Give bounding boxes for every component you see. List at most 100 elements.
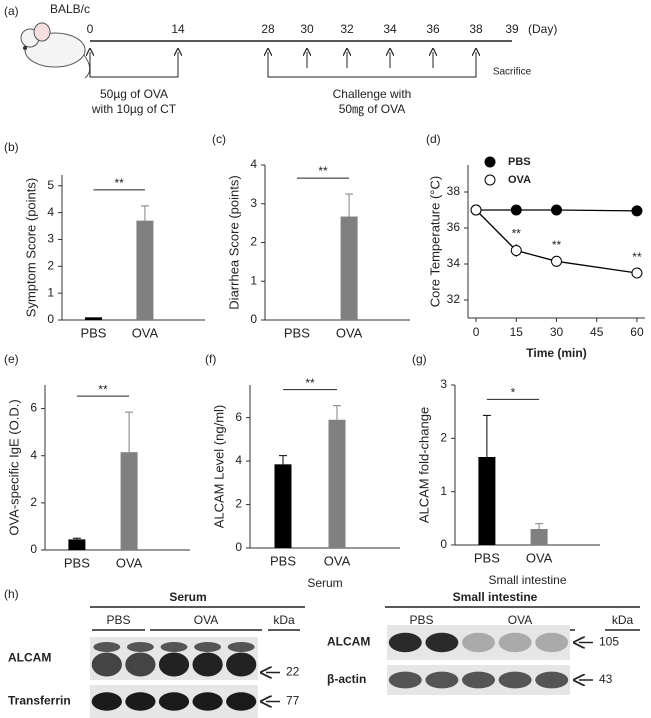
x-tick-label: 60 [630, 325, 644, 339]
y-tick-label: 34 [447, 256, 461, 270]
x-tick-label: 0 [473, 325, 480, 339]
row-label: ALCAM [8, 651, 51, 665]
y-tick-label: 0 [47, 312, 54, 326]
x-tick-label: PBS [80, 325, 106, 340]
bar [328, 419, 346, 548]
x-axis-label: Serum [307, 576, 342, 590]
unit-label: kDa [273, 613, 295, 627]
band [192, 692, 223, 711]
blot-title: Serum [169, 590, 206, 604]
band [226, 692, 257, 711]
challenge: 50㎎ of OVA [339, 102, 405, 116]
band [498, 632, 532, 653]
band [192, 652, 223, 677]
panel-label: (a) [4, 4, 19, 18]
mouse-icon [20, 22, 91, 79]
y-tick-label: 4 [47, 205, 54, 219]
point [510, 245, 522, 256]
significance: ** [632, 250, 642, 264]
day-label: 34 [383, 22, 397, 36]
band [498, 671, 532, 689]
y-axis-label: Diarrhea Score (points) [226, 175, 241, 309]
significance: ** [512, 226, 522, 240]
y-tick-label: 3 [440, 377, 447, 391]
y-tick-label: 0 [440, 537, 447, 551]
point [551, 255, 562, 267]
y-tick-label: 6 [30, 401, 37, 415]
bar [136, 220, 154, 320]
significance: ** [552, 238, 562, 252]
day-label: 32 [340, 22, 354, 36]
panel-label: (g) [412, 352, 427, 366]
day-unit: (Day) [528, 22, 557, 36]
band [425, 671, 459, 689]
significance: * [511, 386, 516, 400]
y-axis-label: ALCAM Level (ng/ml) [211, 405, 226, 529]
panel-label: (d) [426, 132, 441, 146]
day-label: 38 [469, 22, 483, 36]
day-label: 36 [426, 22, 440, 36]
bar [530, 529, 548, 545]
band [535, 671, 569, 689]
strain: BALB/c [50, 2, 90, 16]
y-tick-label: 2 [440, 431, 447, 445]
x-tick-label: OVA [132, 325, 159, 340]
row-label: Transferrin [8, 694, 71, 708]
band [125, 652, 156, 677]
y-tick-label: 1 [47, 285, 54, 299]
row-label: β-actin [327, 672, 366, 686]
y-tick-label: 4 [235, 453, 242, 467]
x-tick-label: OVA [324, 553, 351, 568]
challenge: Challenge with [333, 87, 412, 101]
band [158, 692, 190, 711]
y-axis-label: ALCAM fold-change [416, 407, 431, 523]
series-line [475, 209, 638, 274]
band [226, 652, 257, 677]
panel-label: (c) [212, 132, 226, 146]
x-axis-label: Small intestine [488, 573, 566, 587]
blot-title: Small intestine [453, 590, 538, 604]
significance: ** [318, 164, 328, 178]
row-label: ALCAM [327, 635, 370, 649]
y-tick-label: 2 [250, 235, 257, 249]
endpoint: Sacrifice [493, 67, 532, 78]
y-tick-label: 0 [250, 312, 257, 326]
bar [340, 216, 358, 320]
y-tick-label: 3 [47, 232, 54, 246]
significance: ** [98, 382, 108, 396]
day-label: 28 [261, 22, 275, 36]
x-tick-label: 30 [550, 325, 564, 339]
band [125, 692, 156, 711]
bar [478, 457, 496, 545]
band [388, 632, 422, 653]
group-label: PBS [106, 613, 130, 627]
significance: ** [305, 376, 315, 390]
band [91, 692, 122, 711]
y-tick-label: 5 [47, 178, 54, 192]
bar [84, 317, 102, 320]
panel-label: (b) [4, 140, 19, 154]
band [194, 642, 222, 652]
band [91, 652, 122, 677]
y-tick-label: 4 [30, 448, 37, 462]
band [535, 632, 569, 653]
y-tick-label: 1 [250, 273, 257, 287]
group-label: OVA [194, 613, 218, 627]
band [462, 671, 495, 689]
band [388, 671, 422, 689]
band [158, 652, 190, 677]
x-axis-label: Time (min) [526, 346, 586, 360]
group-label: OVA [508, 613, 532, 627]
y-tick-label: 4 [250, 157, 257, 171]
y-axis-label: Core Temperature (°C) [427, 176, 442, 307]
point [510, 204, 522, 216]
bar [274, 464, 292, 548]
day-label: 30 [300, 22, 314, 36]
bar [120, 452, 138, 550]
day-label: 14 [171, 22, 185, 36]
size-label: 43 [599, 672, 613, 686]
y-tick-label: 2 [30, 495, 37, 509]
point [470, 204, 482, 216]
panel-label: (f) [205, 352, 216, 366]
